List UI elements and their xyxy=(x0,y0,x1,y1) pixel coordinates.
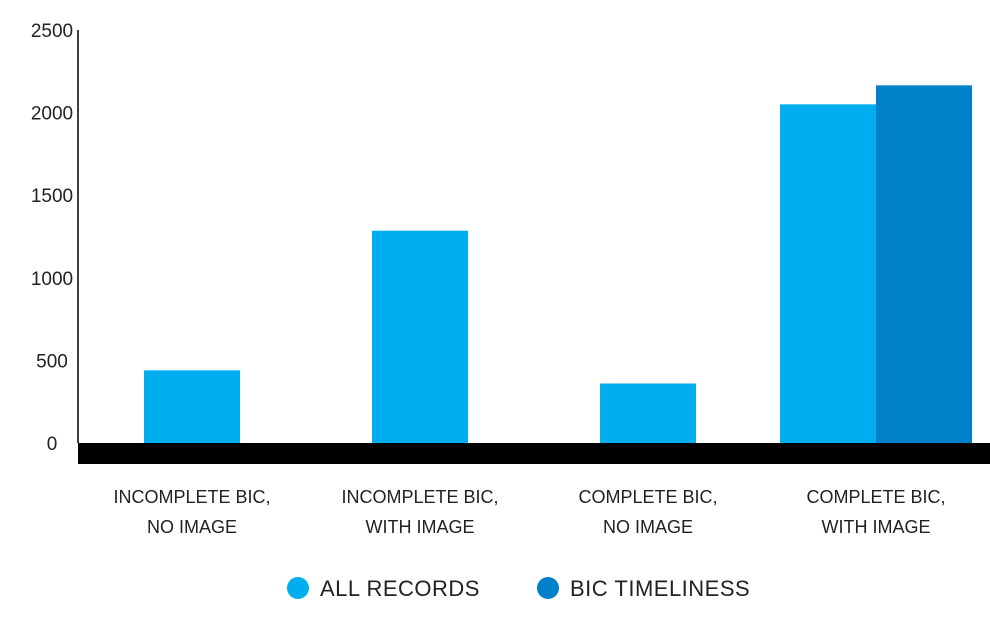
x-category-label: INCOMPLETE BIC, NO IMAGE xyxy=(113,487,270,537)
x-axis-baseline xyxy=(78,443,990,464)
legend-label: BIC TIMELINESS xyxy=(570,576,750,601)
x-category-label-line: COMPLETE BIC, xyxy=(578,487,717,507)
baseline-band xyxy=(78,443,990,464)
bar-bic-timeliness xyxy=(876,85,972,443)
x-category-label-line: INCOMPLETE BIC, xyxy=(341,487,498,507)
x-axis-labels: INCOMPLETE BIC, NO IMAGE INCOMPLETE BIC, WI… xyxy=(113,487,945,537)
y-tick-label: 2500 xyxy=(31,21,73,42)
y-tick-label: 2000 xyxy=(31,104,73,125)
bar-all-records xyxy=(780,104,876,443)
bar-all-records xyxy=(372,230,468,443)
bar-all-records xyxy=(600,383,696,443)
y-tick-label: 1000 xyxy=(31,269,73,290)
y-tick-label: 1500 xyxy=(31,186,73,207)
x-category-label-line: WITH IMAGE xyxy=(366,517,475,537)
legend: ALL RECORDS BIC TIMELINESS xyxy=(287,576,750,601)
y-axis: 0 500 1000 1500 2000 2500 xyxy=(31,21,79,455)
legend-swatch xyxy=(537,577,559,599)
y-tick-label: 500 xyxy=(36,351,68,372)
x-category-label-line: NO IMAGE xyxy=(603,517,693,537)
x-category-label: COMPLETE BIC, WITH IMAGE xyxy=(806,487,945,537)
bars xyxy=(144,85,972,443)
y-tick-label: 0 xyxy=(47,434,58,455)
x-category-label-line: WITH IMAGE xyxy=(822,517,931,537)
x-category-label-line: INCOMPLETE BIC, xyxy=(113,487,270,507)
bar-all-records xyxy=(144,370,240,443)
x-category-label: INCOMPLETE BIC, WITH IMAGE xyxy=(341,487,498,537)
legend-swatch xyxy=(287,577,309,599)
legend-label: ALL RECORDS xyxy=(320,576,480,601)
x-category-label-line: NO IMAGE xyxy=(147,517,237,537)
x-category-label: COMPLETE BIC, NO IMAGE xyxy=(578,487,717,537)
x-category-label-line: COMPLETE BIC, xyxy=(806,487,945,507)
